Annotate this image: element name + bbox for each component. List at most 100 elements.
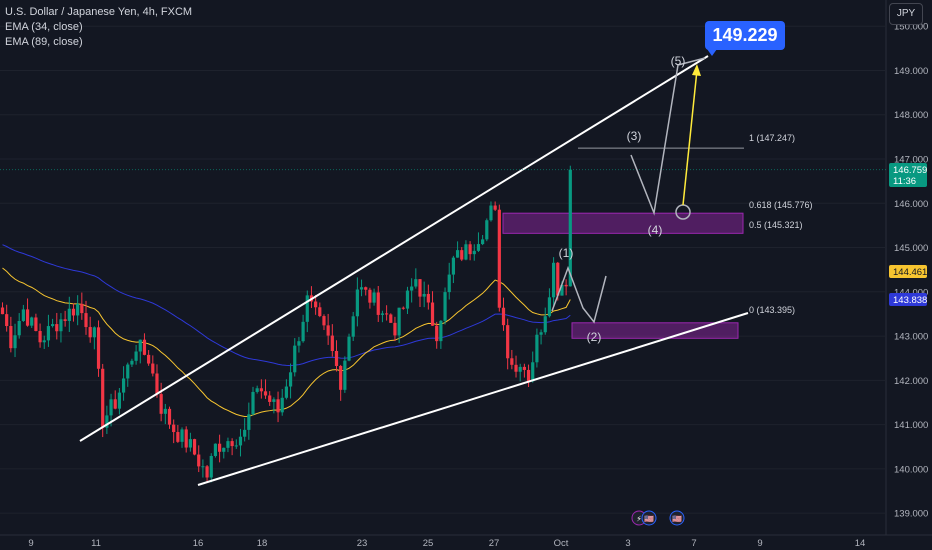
ema34-badge-box (889, 265, 927, 278)
candle-down (493, 205, 497, 210)
candle-up (209, 455, 213, 478)
candle-down (526, 369, 531, 382)
supply-demand-zones[interactable] (502, 212, 744, 339)
candle-up (422, 293, 426, 297)
us-flag-icon: 🇺🇸 (644, 515, 654, 524)
candle-up (243, 429, 247, 437)
candle-down (514, 364, 518, 372)
candle-down (510, 358, 514, 365)
candle-down (88, 327, 92, 338)
candle-down (564, 284, 568, 287)
candle-up (213, 443, 218, 456)
ema34-legend[interactable]: EMA (34, close) (5, 21, 83, 33)
candle-up (46, 326, 51, 341)
price-tick-label: 144.000 (894, 287, 928, 298)
time-tick-label: 25 (423, 538, 434, 549)
candle-up (359, 287, 364, 290)
candle-down (84, 313, 88, 328)
candle-up (76, 303, 80, 316)
candle-down (176, 432, 180, 442)
candle-down (147, 354, 151, 364)
candle-up (476, 244, 481, 251)
candle-up (51, 324, 55, 327)
candle-down (96, 327, 101, 369)
candle-down (172, 424, 176, 433)
candle-up (347, 336, 351, 361)
candle-up (472, 250, 476, 255)
candle-down (9, 326, 13, 349)
candle-down (389, 314, 393, 323)
candle-up (42, 340, 46, 343)
candle-up (543, 316, 547, 333)
wave-label: (4) (648, 223, 663, 237)
candle-up (485, 220, 489, 240)
candle-down (55, 324, 59, 332)
candle-up (180, 429, 184, 442)
candle-up (284, 386, 288, 398)
candle-up (293, 345, 297, 373)
candle-down (460, 250, 464, 260)
candle-up (92, 327, 96, 338)
ema89-legend[interactable]: EMA (89, close) (5, 36, 83, 48)
candle-up (397, 307, 401, 336)
candle-up (414, 279, 418, 287)
drawings[interactable] (0, 55, 886, 486)
candle-up (288, 372, 293, 387)
candle-down (322, 316, 326, 326)
candle-down (368, 289, 372, 303)
time-tick-label: 14 (855, 538, 866, 549)
price-tick-label: 142.000 (894, 376, 928, 387)
ema34-line (2, 267, 571, 417)
candle-up (343, 360, 347, 390)
candle-up (280, 397, 284, 413)
candle-up (439, 320, 443, 342)
fib-label: 1 (147.247) (749, 133, 795, 143)
candle-up (222, 447, 226, 452)
wave-label: (3) (627, 129, 642, 143)
wave-path-early (551, 265, 607, 324)
candle-down (205, 466, 209, 478)
candle-up (351, 316, 355, 337)
candle-down (276, 399, 280, 413)
time-tick-label: 18 (257, 538, 268, 549)
candle-up (117, 392, 121, 409)
current-price-badge-box (889, 163, 927, 187)
candle-down (334, 350, 339, 366)
candle-down (5, 314, 9, 327)
candle-up (17, 320, 21, 336)
currency-button[interactable]: JPY (889, 3, 923, 25)
candle-down (80, 303, 84, 314)
fib-label: 0.5 (145.321) (749, 220, 803, 230)
candle-down (393, 322, 397, 336)
time-tick-label: Oct (554, 538, 569, 549)
time-axis[interactable]: 9 11 16 18 23 25 27 Oct 3 7 9 14⚡ 🇺🇸 🇺🇸 (28, 510, 866, 549)
symbol-title[interactable]: U.S. Dollar / Japanese Yen, 4h, FXCM (5, 6, 193, 18)
candle-down (0, 307, 5, 315)
candle-up (163, 408, 167, 414)
price-axis[interactable]: 139.000 140.000 141.000 142.000 143.000 144.0… (889, 22, 928, 520)
candle-down (339, 365, 343, 390)
current-price-badge-text: 11:36 (893, 176, 916, 187)
candle-up (13, 335, 17, 349)
candle-up (297, 341, 301, 346)
candle-down (497, 209, 501, 308)
candle-up (451, 257, 455, 275)
candle-down (435, 325, 439, 342)
upper-zone (502, 212, 744, 234)
candle-up (410, 286, 414, 291)
candle-down (385, 313, 389, 315)
candle-up (21, 309, 25, 321)
candle-up (518, 366, 522, 372)
wave-label: (5) (671, 54, 686, 68)
candle-down (263, 391, 268, 396)
time-tick-label: 3 (625, 538, 630, 549)
candle-up (481, 239, 485, 245)
current-price-badge-text: 146.759 (893, 165, 927, 176)
us-flag-icon: 🇺🇸 (672, 515, 682, 524)
candle-up (201, 466, 205, 468)
candle-up (255, 388, 259, 392)
candle-up (547, 297, 552, 317)
candle-up (568, 169, 572, 287)
candle-up (535, 334, 539, 363)
